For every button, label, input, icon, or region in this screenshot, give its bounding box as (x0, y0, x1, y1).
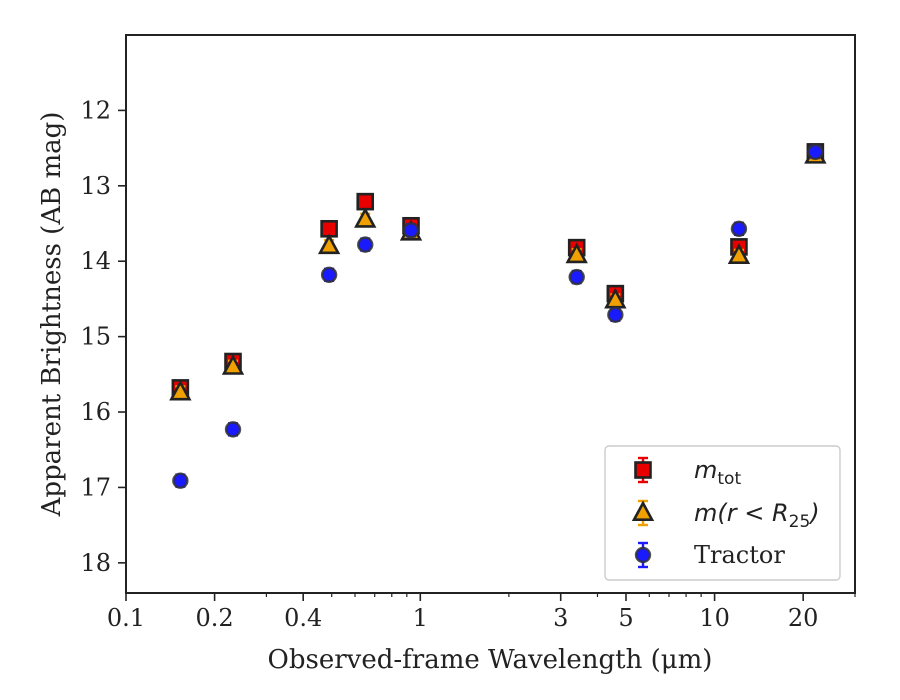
x-tick-label: 3 (553, 604, 568, 632)
y-tick-label: 17 (80, 473, 111, 501)
x-axis-title: Observed-frame Wavelength (μm) (268, 645, 713, 675)
circle-point (807, 143, 824, 161)
circle-point (607, 306, 624, 323)
x-tick-label: 1 (413, 604, 428, 632)
plot-frame (125, 34, 856, 594)
y-tick-label: 13 (80, 172, 111, 200)
triangle-point (354, 207, 377, 228)
x-tick-label: 10 (699, 604, 730, 632)
y-tick-label: 14 (80, 247, 111, 275)
y-tick-label: 12 (80, 96, 111, 124)
circle-point (568, 268, 585, 286)
circle-point (224, 421, 242, 438)
legend: mtot m(r < R25) Tractor (604, 445, 841, 581)
legend-label-triangle: m(r < R25) (694, 499, 820, 532)
legend-label-square: mtot (694, 456, 741, 489)
y-tick-label: 16 (80, 398, 111, 426)
circle-point (402, 222, 420, 239)
circle-point (172, 472, 189, 489)
legend-box (604, 445, 841, 581)
triangle-point (727, 243, 751, 264)
y-tick-label: 18 (80, 549, 111, 577)
legend-square-marker (634, 461, 652, 479)
plot-area (169, 142, 827, 489)
legend-label-main: m (694, 456, 717, 484)
triangle-point (221, 354, 245, 375)
legend-label-sub: 25 (789, 512, 811, 532)
series-circle (172, 143, 824, 489)
legend-circle-marker (634, 546, 652, 564)
triangle-point (317, 233, 341, 255)
circle-point (730, 220, 748, 237)
legend-label-main: m(r < R (694, 499, 789, 527)
triangle-point (169, 379, 192, 401)
triangle-point (565, 242, 588, 264)
x-tick-label: 0.1 (107, 604, 145, 632)
y-tick-label: 15 (80, 323, 111, 351)
legend-label-circle: Tractor (694, 541, 785, 569)
x-tick-label: 20 (788, 604, 819, 632)
x-tick-label: 0.2 (196, 604, 234, 632)
legend-label-sub: tot (717, 469, 741, 489)
y-axis-title: Apparent Brightness (AB mag) (37, 112, 67, 518)
x-tick-label: 5 (618, 604, 633, 632)
legend-triangle-marker (631, 500, 655, 522)
x-tick-label: 0.4 (284, 604, 322, 632)
square-point (356, 192, 375, 211)
legend-label-tail: ) (808, 499, 819, 527)
circle-point (357, 236, 374, 253)
circle-point (320, 266, 338, 283)
